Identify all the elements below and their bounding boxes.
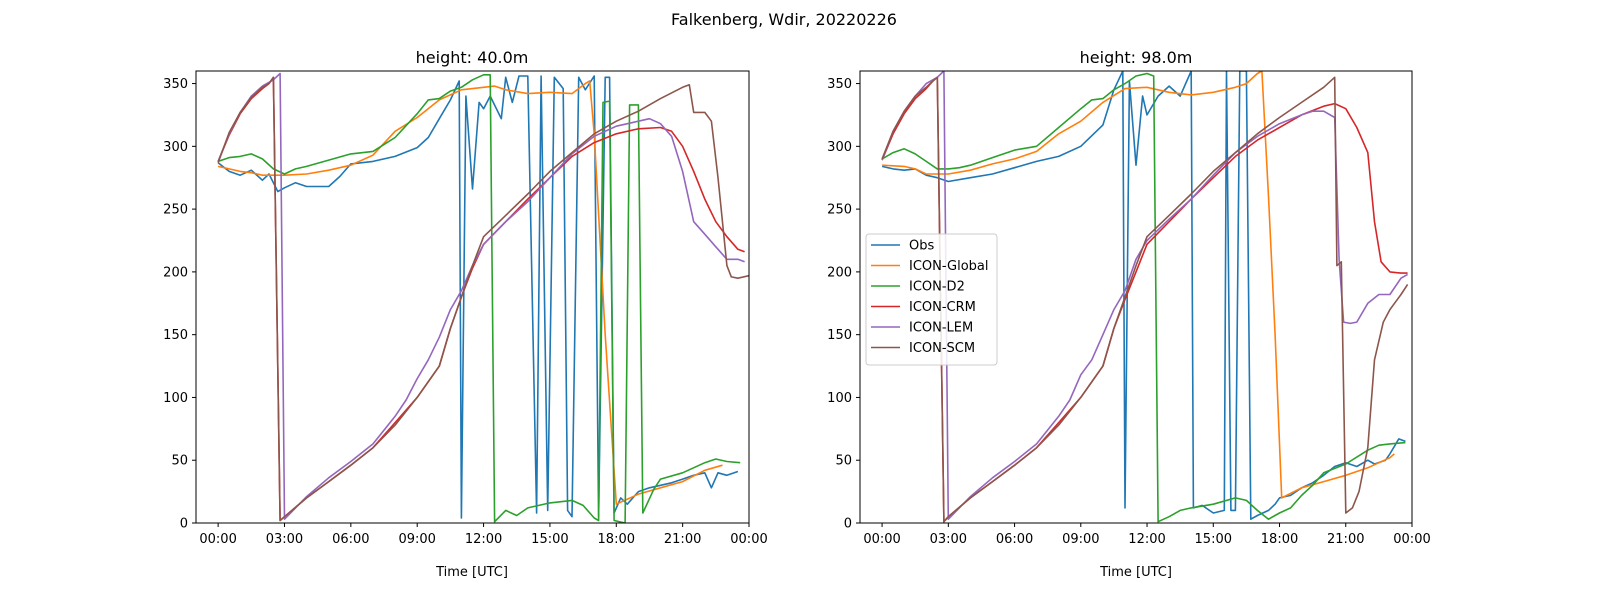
series-line-icon-scm: [217, 76, 749, 522]
series-line-icon-global: [217, 80, 723, 506]
x-tick-label: 00:00: [730, 532, 767, 547]
y-tick-label: 300: [163, 140, 188, 155]
y-tick-label: 250: [163, 203, 188, 218]
series-line-icon-d2: [217, 74, 741, 523]
y-tick-label: 0: [180, 517, 188, 532]
x-tick-label: 03:00: [266, 532, 303, 547]
axes-frame-left: [195, 70, 750, 524]
x-tick-label: 18:00: [1261, 532, 1298, 547]
x-tick-label: 00:00: [863, 532, 900, 547]
y-tick-label: 300: [827, 140, 852, 155]
series-line-icon-global: [882, 71, 1395, 499]
figure-title: Falkenberg, Wdir, 20220226: [671, 10, 897, 29]
legend-entry: ICON-D2: [909, 280, 965, 295]
series-line-obs: [217, 75, 739, 519]
legend-entry: Obs: [909, 239, 934, 254]
y-tick-label: 350: [163, 77, 188, 92]
legend-entry: ICON-Global: [909, 259, 989, 274]
y-tick-label: 200: [163, 265, 188, 280]
axes-frame-right: [859, 70, 1413, 524]
x-tick-label: 21:00: [664, 532, 701, 547]
x-axis-label-right: Time [UTC]: [1099, 565, 1172, 580]
x-tick-label: 18:00: [598, 532, 635, 547]
y-tick-label: 0: [844, 517, 852, 532]
x-tick-label: 15:00: [531, 532, 568, 547]
y-tick-label: 350: [827, 77, 852, 92]
x-tick-label: 00:00: [199, 532, 236, 547]
legend-entry: ICON-LEM: [909, 321, 973, 336]
legend-box: [865, 233, 998, 366]
y-tick-label: 200: [827, 265, 852, 280]
y-tick-label: 150: [163, 328, 188, 343]
x-tick-label: 09:00: [1062, 532, 1099, 547]
x-tick-label: 15:00: [1195, 532, 1232, 547]
x-tick-label: 12:00: [465, 532, 502, 547]
panel-title-right: height: 98.0m: [1080, 48, 1193, 67]
panel-title-left: height: 40.0m: [416, 48, 529, 67]
y-tick-label: 100: [163, 391, 188, 406]
x-tick-label: 21:00: [1327, 532, 1364, 547]
y-tick-label: 250: [827, 203, 852, 218]
y-tick-label: 50: [171, 454, 188, 469]
series-line-icon-crm: [217, 76, 745, 522]
panel-right: height: 98.0m Time [UTC] 0 50 100 150 200 250…: [827, 48, 1431, 580]
x-tick-label: 00:00: [1393, 532, 1430, 547]
series-line-icon-lem: [217, 72, 745, 521]
x-tick-label: 09:00: [398, 532, 435, 547]
series-line-icon-d2: [881, 72, 1406, 523]
x-axis-label-left: Time [UTC]: [435, 565, 508, 580]
plot-area-left: [217, 72, 749, 523]
y-tick-label: 50: [835, 454, 852, 469]
x-tick-label: 03:00: [930, 532, 967, 547]
y-tick-label: 150: [827, 328, 852, 343]
legend: Obs ICON-Global ICON-D2 ICON-CRM ICON-LEM ICO…: [865, 233, 998, 366]
x-tick-label: 06:00: [332, 532, 369, 547]
x-tick-label: 12:00: [1128, 532, 1165, 547]
x-tick-label: 06:00: [996, 532, 1033, 547]
legend-entry: ICON-CRM: [909, 300, 976, 315]
panel-left: height: 40.0m Time [UTC] 0 50 100 150 200 250…: [163, 48, 768, 580]
legend-entry: ICON-SCM: [909, 341, 975, 356]
y-tick-label: 100: [827, 391, 852, 406]
